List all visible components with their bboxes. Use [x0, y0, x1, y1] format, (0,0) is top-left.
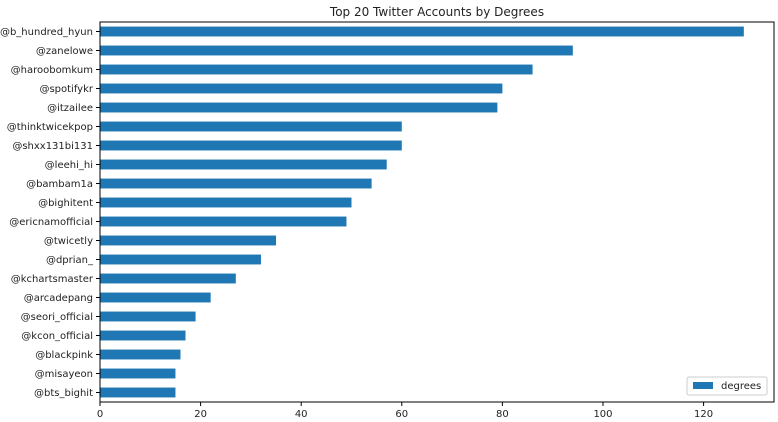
- bar: [100, 102, 498, 113]
- chart-title: Top 20 Twitter Accounts by Degrees: [329, 5, 544, 19]
- y-tick-label: @twicetly: [44, 236, 93, 247]
- legend-label: degrees: [721, 381, 761, 392]
- bar: [100, 349, 181, 360]
- x-axis: 0 20 40 60 80 100 120: [97, 402, 713, 420]
- y-tick-label: @thinktwicekpop: [7, 122, 93, 133]
- legend-box: [686, 376, 768, 396]
- y-tick-label: @b_hundred_hyun: [0, 27, 93, 38]
- bar: [100, 64, 533, 75]
- y-tick-label: @bighitent: [38, 198, 93, 209]
- bar: [100, 368, 176, 379]
- y-axis: @b_hundred_hyun @zanelowe @haroobomkum @spo…: [0, 27, 100, 399]
- plot-frame: [99, 21, 775, 403]
- bar: [100, 197, 352, 208]
- x-tick-label: 20: [194, 409, 207, 420]
- x-tick-label: 60: [395, 409, 408, 420]
- bar: [100, 387, 176, 398]
- y-tick-label: @ericnamofficial: [9, 217, 93, 228]
- bar: [100, 235, 277, 246]
- y-tick-label: @itzailee: [47, 103, 93, 114]
- bar: [100, 178, 372, 189]
- bar: [100, 330, 186, 341]
- y-tick-label: @spotifykr: [39, 84, 93, 95]
- bar: [100, 159, 387, 170]
- bar: [100, 254, 261, 265]
- y-tick-label: @seori_official: [21, 312, 93, 323]
- x-tick-label: 120: [694, 409, 713, 420]
- legend: degrees: [686, 376, 768, 396]
- x-tick-label: 80: [496, 409, 509, 420]
- bar: [100, 26, 744, 37]
- bars-group: [100, 26, 744, 398]
- x-tick-label: 40: [295, 409, 308, 420]
- y-tick-label: @blackpink: [35, 350, 93, 361]
- y-tick-label: @leehi_hi: [45, 160, 93, 171]
- x-tick-label: 0: [97, 409, 103, 420]
- x-tick-label: 100: [593, 409, 612, 420]
- y-tick-label: @haroobomkum: [11, 65, 93, 76]
- bar: [100, 292, 211, 303]
- y-tick-label: @misayeon: [35, 369, 93, 380]
- y-tick-label: @bambam1a: [26, 179, 93, 190]
- y-tick-label: @kcon_official: [21, 331, 93, 342]
- bar: [100, 121, 402, 132]
- y-tick-label: @kchartsmaster: [11, 274, 94, 285]
- bar: [100, 216, 347, 227]
- y-tick-label: @shxx131bi131: [12, 141, 93, 152]
- legend-swatch: [693, 382, 713, 389]
- y-tick-label: @bts_bighit: [34, 388, 93, 399]
- bar: [100, 83, 503, 94]
- bar: [100, 140, 402, 151]
- y-tick-label: @zanelowe: [36, 46, 93, 57]
- bar: [100, 311, 196, 322]
- bar: [100, 45, 573, 56]
- y-tick-label: @arcadepang: [24, 293, 93, 304]
- bar: [100, 273, 236, 284]
- y-tick-label: @dprian_: [46, 255, 94, 266]
